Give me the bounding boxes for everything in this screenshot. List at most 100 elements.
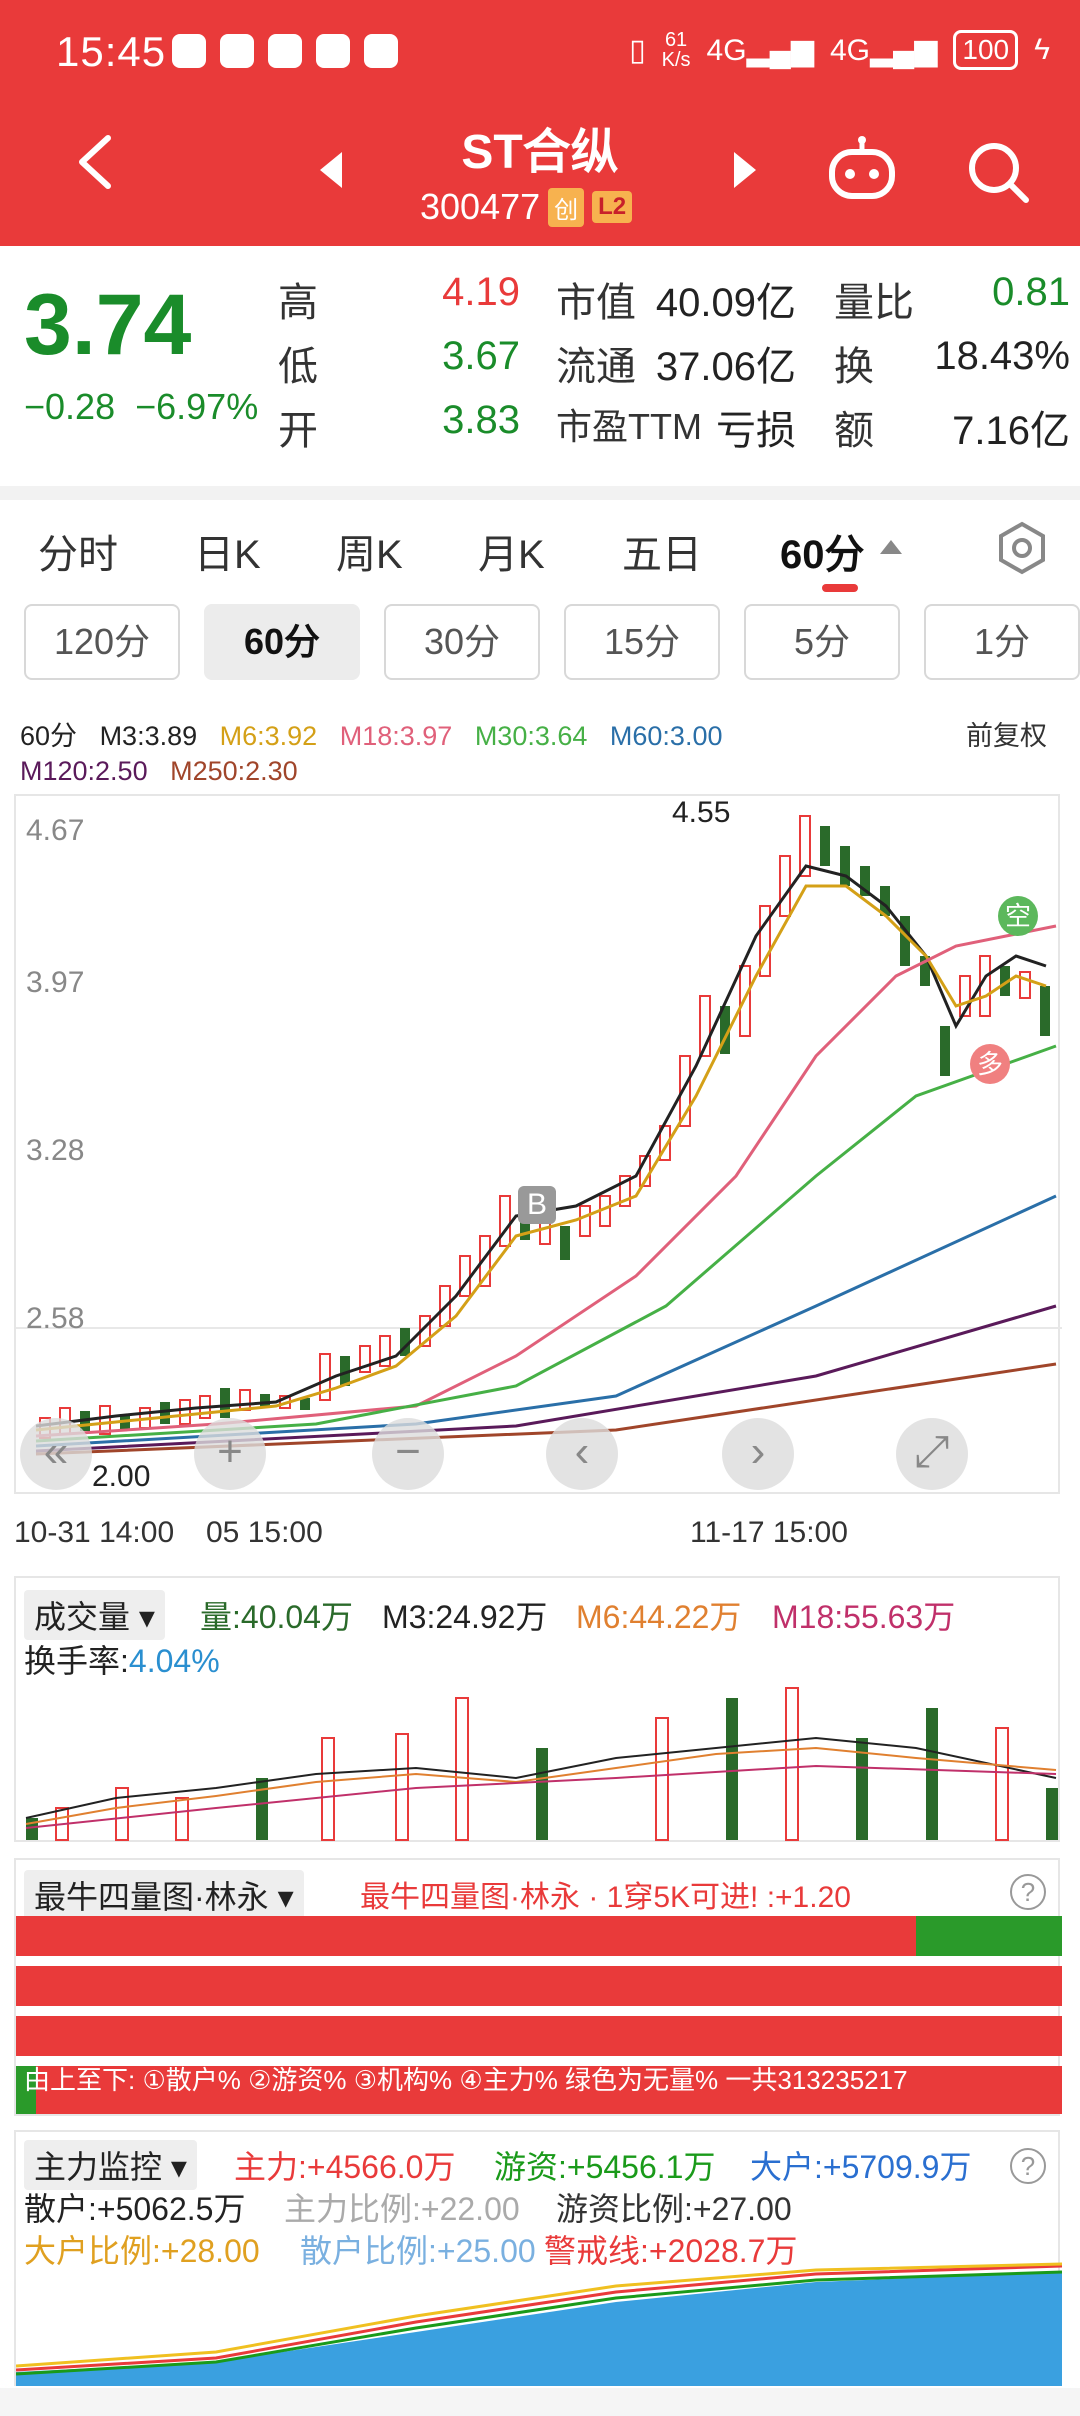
ma3-line (35, 864, 1047, 1428)
tab-intraday[interactable]: 分时 (38, 533, 118, 577)
candles (39, 815, 1050, 1439)
bull-indicator-desc: 最牛四量图·林永 · 1穿5K可进! :+1.20 (360, 1881, 851, 1914)
ma6-line (35, 884, 1047, 1432)
app-header: 15:45 ▯ 61 K/s 4G▂▄▆ 4G▂▄▆ 100 ϟ ST合纵 30… (0, 0, 1080, 246)
next-stock-icon[interactable] (730, 150, 760, 190)
volume-panel[interactable]: 成交量 ▾ 量:40.04万 M3:24.92万 M6:44.22万 M18:5… (14, 1576, 1060, 1842)
stock-code: 300477 (420, 186, 541, 227)
amount-label: 额 (834, 409, 874, 453)
bull-indicator-selector[interactable]: 最牛四量图·林永 ▾ (24, 1870, 304, 1920)
time-axis-label: 05 15:00 (206, 1516, 323, 1549)
y-axis-label: 3.97 (26, 966, 85, 999)
settings-hexagon-icon[interactable] (994, 520, 1050, 576)
back-arrow-icon[interactable] (68, 132, 128, 192)
subtab-5min[interactable]: 5分 (744, 604, 900, 680)
low-label: 低 (278, 345, 318, 389)
active-tab-indicator (822, 584, 858, 592)
market-cap-label: 市值 (556, 281, 636, 325)
ma-legend-row2: M120:2.50 M250:2.30 (20, 756, 298, 786)
price-change: −0.28 −6.97% (24, 386, 259, 427)
main-force-selector[interactable]: 主力监控 ▾ (24, 2140, 197, 2190)
battery-icon: 100 (953, 30, 1019, 70)
big-holder-ratio: 大户比例:+28.00 (24, 2233, 260, 2269)
signal-icon: 4G▂▄▆ (829, 33, 938, 67)
notification-shield-icon (220, 34, 254, 68)
minute-period-subtabs: 120分 60分 30分 15分 5分 1分 (0, 604, 1080, 684)
volume-m3: M3:24.92万 (382, 1599, 548, 1635)
buy-signal-badge: B (518, 1186, 556, 1224)
tab-daily-k[interactable]: 日K (194, 533, 261, 577)
pe-label: 市盈TTM (556, 406, 702, 447)
zoom-out-button[interactable]: − (372, 1418, 444, 1490)
help-icon[interactable]: ? (1010, 1874, 1046, 1910)
section-divider (0, 486, 1080, 500)
y-axis-label: 2.58 (26, 1302, 85, 1335)
previous-stock-icon[interactable] (316, 150, 346, 190)
tab-weekly-k[interactable]: 周K (336, 533, 403, 577)
status-indicators: ▯ 61 K/s 4G▂▄▆ 4G▂▄▆ 100 ϟ (629, 30, 1050, 70)
tab-monthly-k[interactable]: 月K (478, 533, 545, 577)
stock-code-row: 300477 创 L2 (420, 186, 633, 228)
volume-m6: M6:44.22万 (576, 1599, 742, 1635)
subtab-60min[interactable]: 60分 (204, 604, 360, 680)
turnover-rate: 换手率:4.04% (24, 1643, 220, 1679)
low-price-marker: 2.00 (92, 1460, 151, 1493)
volume-bars-svg (25, 1687, 1058, 1841)
ma-legend-row1: 60分 M3:3.89 M6:3.92 M18:3.97 M30:3.64 M6… (20, 721, 723, 751)
main-force-ratio: 主力比例:+22.00 (284, 2191, 520, 2227)
ma18-line (35, 924, 1057, 1438)
search-icon[interactable] (966, 140, 1030, 204)
amount-value: 7.16亿 (952, 409, 1070, 453)
notification-app-icon (268, 34, 302, 68)
volume-ratio-label: 量比 (834, 281, 914, 325)
warning-line: 警戒线:+2028.7万 (544, 2233, 798, 2269)
scroll-left-button[interactable]: ‹ (546, 1418, 618, 1490)
tab-minute[interactable]: 60分 (780, 533, 865, 577)
main-force-panel[interactable]: 主力监控 ▾ 主力:+4566.0万 游资:+5456.1万 大户:+5709.… (14, 2130, 1062, 2386)
subtab-30min[interactable]: 30分 (384, 604, 540, 680)
fullscreen-button[interactable]: ⤢ (896, 1418, 968, 1490)
notification-icons (172, 34, 398, 68)
volume-ratio-value: 0.81 (992, 270, 1070, 314)
zoom-in-button[interactable]: + (194, 1418, 266, 1490)
bull-four-volume-panel[interactable]: 最牛四量图·林永 ▾ 最牛四量图·林永 · 1穿5K可进! :+1.20 ? 由… (14, 1858, 1062, 2116)
candlestick-chart[interactable]: 4.67 3.97 3.28 2.58 4.55 2.00 B 空 多 (14, 794, 1062, 1494)
main-force-bars-svg (16, 2262, 1062, 2386)
turnover-value: 18.43% (934, 334, 1070, 378)
level2-tag: L2 (592, 191, 633, 223)
tab-five-day[interactable]: 五日 (622, 533, 702, 577)
robot-assistant-icon[interactable] (826, 134, 898, 206)
status-time: 15:45 (56, 28, 167, 75)
bottom-navigation-hint (0, 2388, 1080, 2416)
charging-icon: ϟ (1034, 33, 1050, 66)
y-axis-label: 3.28 (26, 1134, 85, 1167)
volume-value: 量:40.04万 (200, 1599, 353, 1635)
volume-indicator-selector[interactable]: 成交量 ▾ (24, 1590, 165, 1640)
ma60-line (35, 1194, 1057, 1448)
notification-app-icon (172, 34, 206, 68)
high-label: 高 (278, 281, 318, 325)
signal-icon: 4G▂▄▆ (706, 33, 814, 67)
adjustment-mode[interactable]: 前复权 (966, 721, 1047, 751)
bull-bars-svg (16, 1916, 1062, 2114)
minute-dropdown-icon[interactable] (880, 540, 902, 554)
scroll-right-button[interactable]: › (722, 1418, 794, 1490)
retail-value: 散户:+5062.5万 (24, 2191, 246, 2227)
market-tag: 创 (548, 187, 585, 227)
time-axis-label: 10-31 14:00 (14, 1516, 175, 1549)
notification-shield-icon (316, 34, 350, 68)
volume-m18: M18:55.63万 (772, 1599, 956, 1635)
candlestick-svg (16, 815, 1062, 1456)
float-cap-value: 37.06亿 (655, 345, 796, 389)
retail-ratio: 散户比例:+25.00 (300, 2233, 536, 2269)
zoom-out-range-button[interactable]: « (20, 1418, 92, 1490)
bull-indicator-note: 由上至下: ①散户% ②游资% ③机构% ④主力% 绿色为无量% 一共31323… (24, 2065, 908, 2095)
hot-money-ratio: 游资比例:+27.00 (556, 2191, 792, 2227)
stock-name: ST合纵 (461, 126, 619, 179)
high-price-marker: 4.55 (672, 796, 731, 829)
subtab-1min[interactable]: 1分 (924, 604, 1080, 680)
help-icon[interactable]: ? (1010, 2148, 1046, 2184)
subtab-120min[interactable]: 120分 (24, 604, 180, 680)
network-speed: 61 K/s (661, 29, 691, 71)
subtab-15min[interactable]: 15分 (564, 604, 720, 680)
